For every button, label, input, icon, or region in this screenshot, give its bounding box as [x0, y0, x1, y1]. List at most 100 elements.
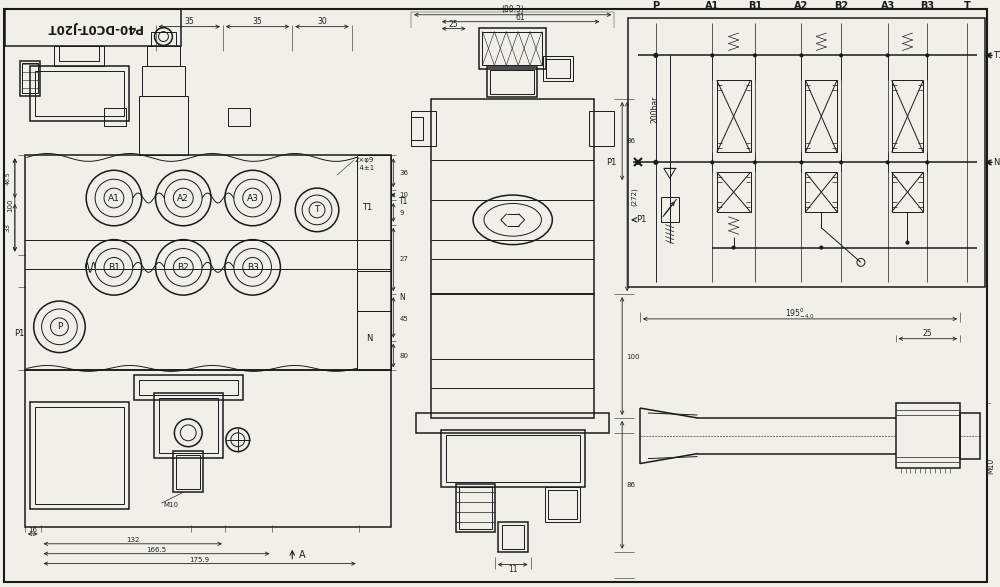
Text: B3: B3: [247, 263, 259, 272]
Bar: [25, 156, 391, 370]
Circle shape: [839, 160, 843, 164]
Bar: [892, 172, 923, 212]
Bar: [717, 80, 751, 153]
Bar: [446, 435, 580, 483]
Bar: [960, 413, 980, 458]
Text: A2: A2: [177, 194, 189, 203]
Bar: [22, 63, 38, 93]
Bar: [173, 451, 203, 492]
Text: 4±1: 4±1: [355, 166, 374, 171]
Bar: [228, 108, 250, 126]
Circle shape: [732, 245, 736, 249]
Text: A2: A2: [794, 1, 809, 11]
Bar: [482, 32, 542, 65]
Text: P: P: [652, 1, 659, 11]
Bar: [546, 59, 570, 78]
Text: P40-DC0T-J20T: P40-DC0T-J20T: [45, 21, 141, 34]
Bar: [151, 32, 176, 46]
Bar: [25, 370, 391, 527]
Text: 80: 80: [399, 353, 408, 359]
Text: 36: 36: [399, 170, 408, 176]
Bar: [490, 70, 534, 94]
Bar: [159, 398, 218, 453]
Text: T1: T1: [362, 204, 372, 212]
Bar: [35, 407, 124, 504]
Text: (272): (272): [631, 188, 638, 207]
Text: A: A: [299, 549, 305, 559]
Bar: [545, 487, 580, 522]
Circle shape: [654, 53, 658, 58]
Text: P1: P1: [636, 215, 646, 224]
Bar: [416, 413, 609, 433]
Text: 27: 27: [399, 257, 408, 262]
Bar: [661, 197, 679, 222]
Circle shape: [925, 53, 929, 58]
Bar: [498, 522, 528, 552]
Text: 45: 45: [399, 316, 408, 322]
Bar: [892, 80, 923, 153]
Bar: [717, 172, 751, 212]
Bar: [411, 117, 423, 140]
Text: 25: 25: [923, 329, 933, 338]
Text: 200bar: 200bar: [650, 95, 659, 123]
Text: B3: B3: [920, 1, 934, 11]
Bar: [59, 46, 99, 61]
Bar: [35, 71, 124, 116]
Text: 2×φ9: 2×φ9: [355, 157, 374, 163]
Bar: [139, 96, 188, 156]
Circle shape: [800, 53, 803, 58]
Text: 166.5: 166.5: [146, 546, 167, 553]
Circle shape: [653, 160, 658, 165]
Text: 30: 30: [317, 17, 327, 26]
Text: 175.9: 175.9: [190, 556, 210, 562]
Text: P1: P1: [606, 158, 616, 167]
Bar: [54, 46, 104, 66]
Text: B1: B1: [748, 1, 762, 11]
Bar: [431, 99, 594, 294]
Bar: [431, 294, 594, 418]
Bar: [896, 403, 960, 468]
Bar: [20, 61, 40, 96]
Bar: [459, 487, 492, 529]
Text: P: P: [57, 322, 62, 331]
Bar: [479, 28, 546, 69]
Text: T1: T1: [399, 197, 409, 207]
Bar: [357, 311, 391, 370]
Text: 100: 100: [626, 353, 640, 360]
Text: 35: 35: [184, 17, 194, 26]
Text: 11: 11: [508, 565, 517, 574]
Circle shape: [710, 53, 714, 58]
Text: N: N: [993, 158, 999, 167]
Text: B2: B2: [834, 1, 848, 11]
Text: T1: T1: [993, 51, 1000, 60]
Circle shape: [653, 53, 658, 58]
Bar: [139, 380, 238, 395]
Bar: [104, 108, 126, 126]
Text: (80.3): (80.3): [501, 5, 524, 14]
Bar: [134, 375, 243, 400]
Circle shape: [753, 160, 757, 164]
Text: T: T: [964, 1, 970, 11]
Bar: [805, 172, 837, 212]
Text: 33: 33: [5, 223, 11, 232]
Text: A1: A1: [108, 194, 120, 203]
Bar: [411, 111, 436, 146]
Circle shape: [710, 160, 714, 164]
Text: A3: A3: [247, 194, 259, 203]
Circle shape: [800, 160, 803, 164]
Bar: [487, 68, 537, 97]
Text: A3: A3: [881, 1, 895, 11]
Text: B2: B2: [177, 263, 189, 272]
Text: M10: M10: [987, 457, 996, 474]
Circle shape: [886, 160, 890, 164]
Bar: [502, 525, 524, 549]
Bar: [154, 393, 223, 458]
Circle shape: [906, 241, 909, 245]
Circle shape: [819, 245, 823, 249]
Circle shape: [839, 53, 843, 58]
Circle shape: [886, 53, 890, 58]
Bar: [357, 156, 391, 370]
Circle shape: [636, 160, 640, 165]
Text: 61: 61: [516, 14, 525, 22]
Bar: [805, 80, 837, 153]
